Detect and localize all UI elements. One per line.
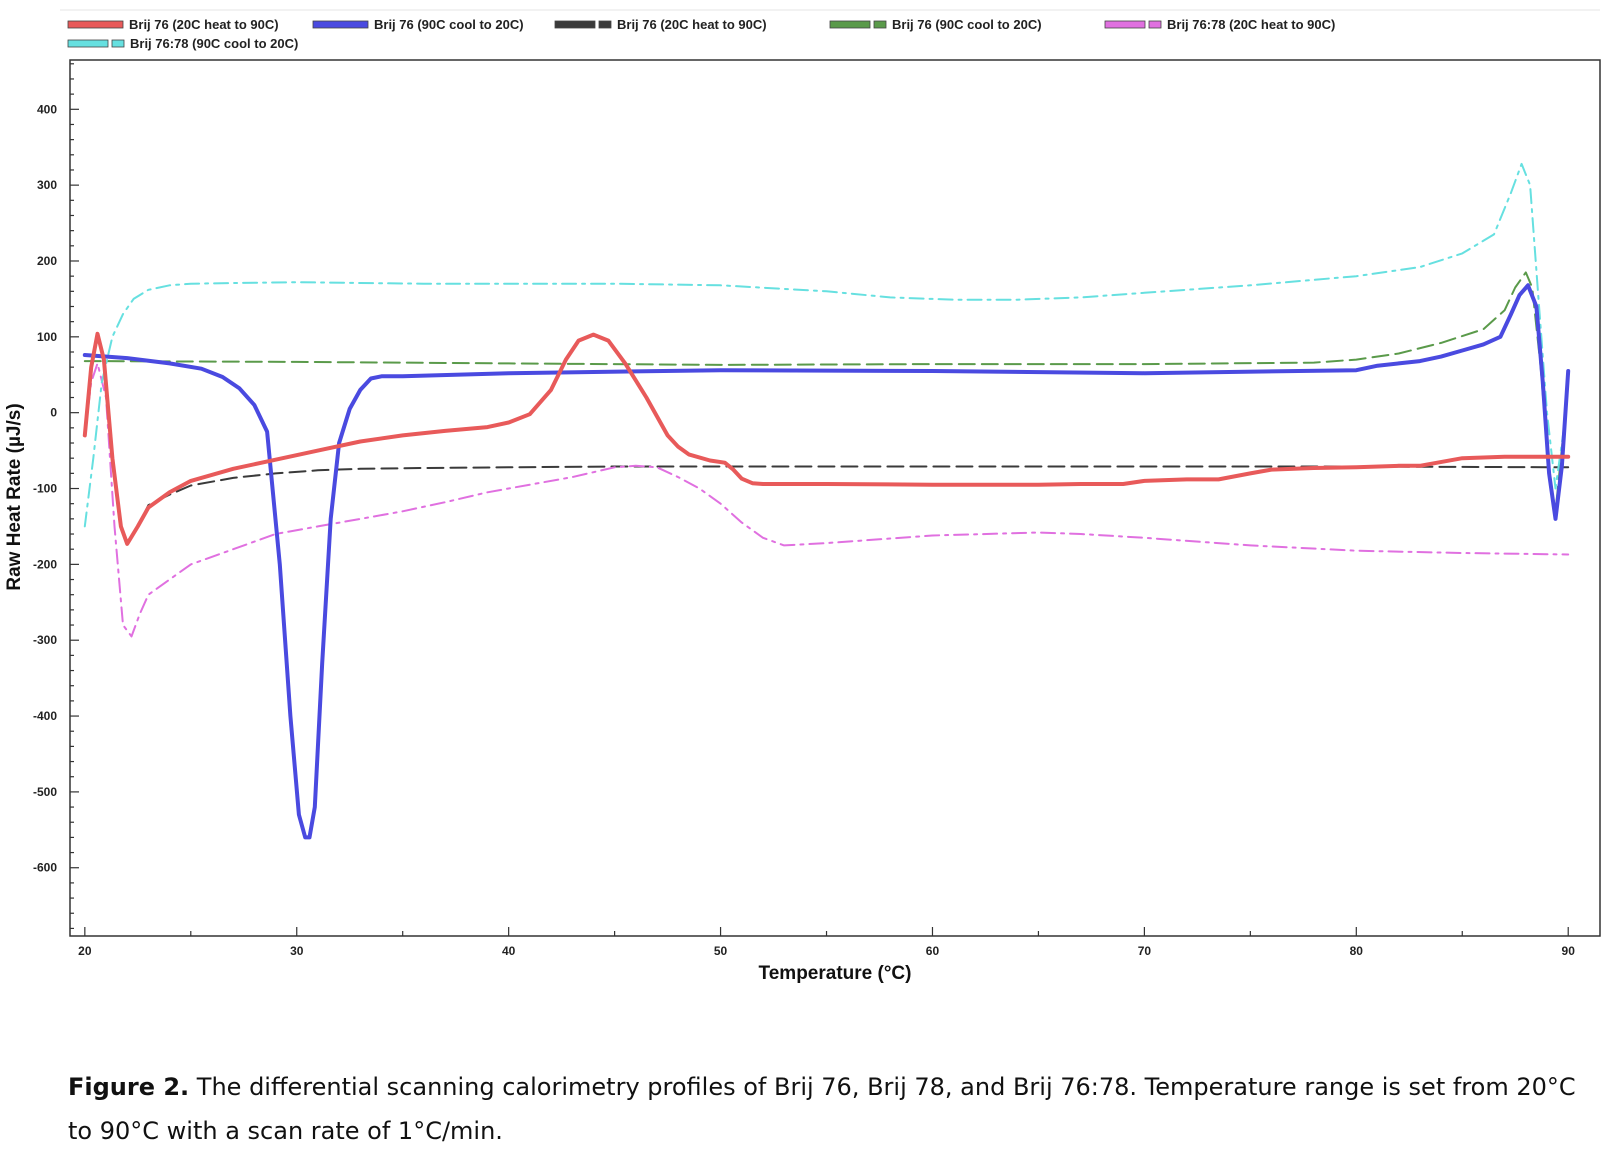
- y-tick-label: 0: [50, 406, 57, 420]
- legend-item-2: Brij 76 (90C cool to 20C): [312, 17, 524, 32]
- y-tick-label: -100: [33, 482, 57, 496]
- y-tick-label: -300: [33, 633, 57, 647]
- legend-label: Brij 76 (20C heat to 90C): [617, 17, 767, 32]
- legend-label: Brij 76 (90C cool to 20C): [892, 17, 1042, 32]
- chart-legend: Brij 76 (20C heat to 90C) Brij 76 (90C co…: [67, 17, 1335, 51]
- x-tick-label: 60: [926, 944, 940, 958]
- legend-item-1: Brij 76 (20C heat to 90C): [67, 17, 279, 32]
- y-tick-label: 300: [37, 178, 57, 192]
- y-axis: 400 300 200 100 0 -100 -200 -300 -400 -500 -600: [33, 63, 79, 930]
- legend-swatch: [67, 39, 109, 48]
- legend-label: Brij 76 (90C cool to 20C): [374, 17, 524, 32]
- legend-swatch: [312, 20, 369, 29]
- legend-swatch: [873, 20, 887, 29]
- plot-frame: [69, 59, 1601, 937]
- legend-item-3: Brij 76 (20C heat to 90C): [554, 17, 767, 32]
- y-tick-label: -200: [33, 557, 57, 571]
- dsc-chart: Brij 76 (20C heat to 90C) Brij 76 (90C co…: [4, 9, 1601, 984]
- legend-swatch: [1104, 20, 1146, 29]
- y-tick-label: -400: [33, 709, 57, 723]
- figure-label: Figure 2.: [68, 1073, 190, 1101]
- legend-swatch: [67, 20, 124, 29]
- legend-label: Brij 76:78 (20C heat to 90C): [1167, 17, 1335, 32]
- y-tick-label: 100: [37, 330, 57, 344]
- legend-label: Brij 76:78 (90C cool to 20C): [130, 36, 298, 51]
- series-line-6: [83, 162, 1565, 528]
- legend-swatch: [598, 20, 612, 29]
- legend-label: Brij 76 (20C heat to 90C): [129, 17, 279, 32]
- x-axis-title: Temperature (°C): [759, 963, 912, 984]
- legend-item-6: Brij 76:78 (90C cool to 20C): [67, 36, 298, 51]
- y-tick-label: 400: [37, 102, 57, 116]
- series-line-5: [83, 362, 1570, 638]
- x-tick-label: 80: [1350, 944, 1364, 958]
- figure-caption-text: The differential scanning calorimetry pr…: [68, 1073, 1576, 1145]
- legend-item-4: Brij 76 (90C cool to 20C): [829, 17, 1042, 32]
- x-tick-label: 50: [714, 944, 728, 958]
- figure-caption: Figure 2. The differential scanning calo…: [68, 1065, 1578, 1153]
- x-axis: 20 30 40 50 60 70 80 90: [78, 927, 1575, 958]
- series-line-1: [82, 331, 1571, 546]
- y-tick-label: -500: [33, 785, 57, 799]
- legend-swatch: [829, 20, 871, 29]
- x-tick-label: 20: [78, 944, 92, 958]
- legend-swatch: [1148, 20, 1162, 29]
- legend-swatch: [554, 20, 596, 29]
- y-tick-label: -600: [33, 861, 57, 875]
- y-tick-label: 200: [37, 254, 57, 268]
- x-tick-label: 90: [1562, 944, 1576, 958]
- series-line-2: [82, 283, 1571, 840]
- x-tick-label: 30: [290, 944, 304, 958]
- series-lines: [82, 162, 1571, 840]
- x-tick-label: 40: [502, 944, 516, 958]
- legend-item-5: Brij 76:78 (20C heat to 90C): [1104, 17, 1335, 32]
- y-axis-title: Raw Heat Rate (µJ/s): [4, 403, 25, 590]
- x-tick-label: 70: [1138, 944, 1152, 958]
- legend-swatch: [111, 39, 125, 48]
